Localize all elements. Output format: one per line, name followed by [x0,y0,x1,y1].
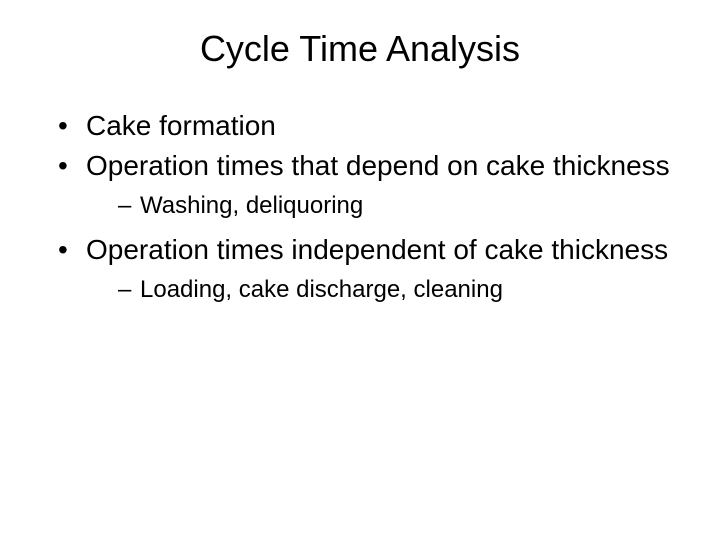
page-title: Cycle Time Analysis [30,28,690,70]
bullet-text: Cake formation [86,110,276,141]
bullet-item: Cake formation [58,108,690,144]
sub-text: Washing, deliquoring [140,192,363,219]
sub-item: Loading, cake discharge, cleaning [118,274,690,306]
bullet-item: Operation times independent of cake thic… [58,232,690,306]
bullet-text: Operation times independent of cake thic… [86,234,668,265]
sub-list: Washing, deliquoring [86,190,690,222]
sub-text: Loading, cake discharge, cleaning [140,276,503,303]
sub-list: Loading, cake discharge, cleaning [86,274,690,306]
sub-item: Washing, deliquoring [118,190,690,222]
bullet-list: Cake formation Operation times that depe… [30,108,690,306]
bullet-item: Operation times that depend on cake thic… [58,148,690,222]
bullet-text: Operation times that depend on cake thic… [86,150,670,181]
slide-container: Cycle Time Analysis Cake formation Opera… [0,0,720,540]
